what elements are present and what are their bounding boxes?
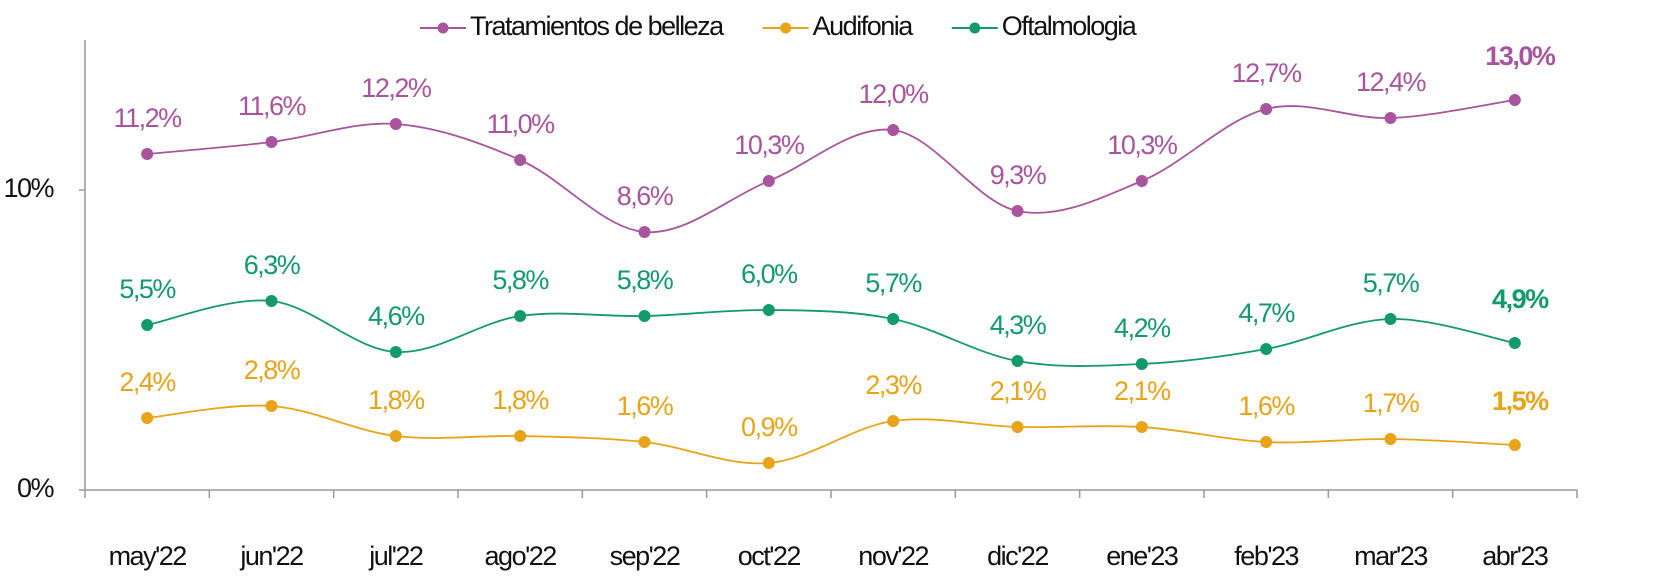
data-label: 10,3% [734, 130, 805, 160]
data-label: 12,0% [859, 79, 930, 109]
x-tick-label: ago'22 [485, 541, 557, 571]
data-label: 1,8% [368, 385, 425, 415]
data-label: 9,3% [990, 160, 1047, 190]
data-label: 2,8% [244, 355, 301, 385]
data-point [638, 310, 651, 322]
data-label: 5,7% [865, 268, 922, 298]
data-label: 1,7% [1363, 388, 1420, 418]
data-label: 5,7% [1363, 268, 1420, 298]
data-label: 5,5% [119, 274, 176, 304]
data-label: 1,5% [1492, 386, 1549, 416]
x-tick-label: jun'22 [239, 541, 303, 571]
data-label: 4,9% [1492, 284, 1549, 314]
data-label: 12,2% [361, 73, 432, 103]
data-point [389, 118, 402, 130]
data-label: 8,6% [617, 181, 674, 211]
data-label: 4,3% [990, 310, 1047, 340]
data-point [265, 400, 278, 412]
data-point [762, 304, 775, 316]
data-point [389, 430, 402, 442]
y-tick-label: 0% [17, 473, 55, 503]
legend-marker [780, 22, 792, 34]
data-point [1260, 103, 1273, 115]
data-label: 2,1% [1114, 376, 1171, 406]
data-label: 4,7% [1238, 298, 1295, 328]
legend-label: Tratamientos de belleza [470, 11, 725, 41]
legend-label: Oftalmologia [1002, 11, 1138, 41]
data-point [141, 319, 154, 331]
data-label: 5,8% [617, 265, 674, 295]
legend-marker [437, 22, 449, 34]
x-tick-label: ene'23 [1106, 541, 1178, 571]
data-point [1135, 175, 1148, 187]
data-point [265, 295, 278, 307]
data-label: 4,6% [368, 301, 425, 331]
data-label: 13,0% [1485, 41, 1556, 71]
data-label: 2,3% [865, 370, 922, 400]
series-line [147, 404, 1515, 465]
x-tick-label: mar'23 [1354, 541, 1427, 571]
data-point [389, 346, 402, 358]
data-point [887, 415, 900, 427]
data-label: 12,7% [1232, 58, 1303, 88]
x-tick-label: dic'22 [987, 541, 1048, 571]
data-point [638, 436, 651, 448]
data-point [1011, 421, 1024, 433]
data-label: 12,4% [1356, 67, 1427, 97]
data-point [1384, 433, 1397, 445]
data-point [141, 148, 154, 160]
data-label: 2,4% [119, 367, 176, 397]
data-point [1260, 436, 1273, 448]
x-tick-label: may'22 [109, 541, 187, 571]
data-point [762, 175, 775, 187]
data-label: 2,1% [990, 376, 1047, 406]
data-label: 1,8% [492, 385, 549, 415]
data-point [887, 313, 900, 325]
x-tick-label: feb'23 [1234, 541, 1298, 571]
data-point [514, 310, 527, 322]
data-point [1135, 421, 1148, 433]
legend-marker [969, 22, 981, 34]
data-label: 6,0% [741, 259, 798, 289]
data-point [638, 226, 651, 238]
data-point [1011, 355, 1024, 367]
data-label: 11,0% [487, 109, 556, 139]
data-point [1011, 205, 1024, 217]
data-point [1260, 343, 1273, 355]
data-point [514, 430, 527, 442]
data-point [141, 412, 154, 424]
data-point [1508, 439, 1521, 451]
data-point [1508, 94, 1521, 106]
data-label: 11,2% [114, 103, 183, 133]
data-label: 6,3% [244, 250, 301, 280]
x-tick-label: nov'22 [858, 541, 928, 571]
data-point [1384, 112, 1397, 124]
data-label: 1,6% [1238, 391, 1295, 421]
data-label: 5,8% [492, 265, 549, 295]
x-tick-label: oct'22 [738, 541, 801, 571]
x-tick-label: sep'22 [610, 541, 680, 571]
x-tick-label: abr'23 [1482, 541, 1548, 571]
data-point [1384, 313, 1397, 325]
data-point [265, 136, 278, 148]
series-line [146, 299, 1516, 367]
series-line [147, 99, 1515, 233]
legend-label: Audifonia [813, 11, 915, 41]
data-point [1135, 358, 1148, 370]
data-point [514, 154, 527, 166]
y-tick-label: 10% [3, 173, 54, 203]
data-label: 10,3% [1107, 130, 1178, 160]
x-tick-label: jul'22 [368, 541, 423, 571]
data-label: 11,6% [238, 91, 307, 121]
data-label: 0,9% [741, 412, 798, 442]
data-point [1508, 337, 1521, 349]
data-label: 1,6% [617, 391, 674, 421]
data-point [887, 124, 900, 136]
data-point [762, 457, 775, 469]
data-label: 4,2% [1114, 313, 1171, 343]
